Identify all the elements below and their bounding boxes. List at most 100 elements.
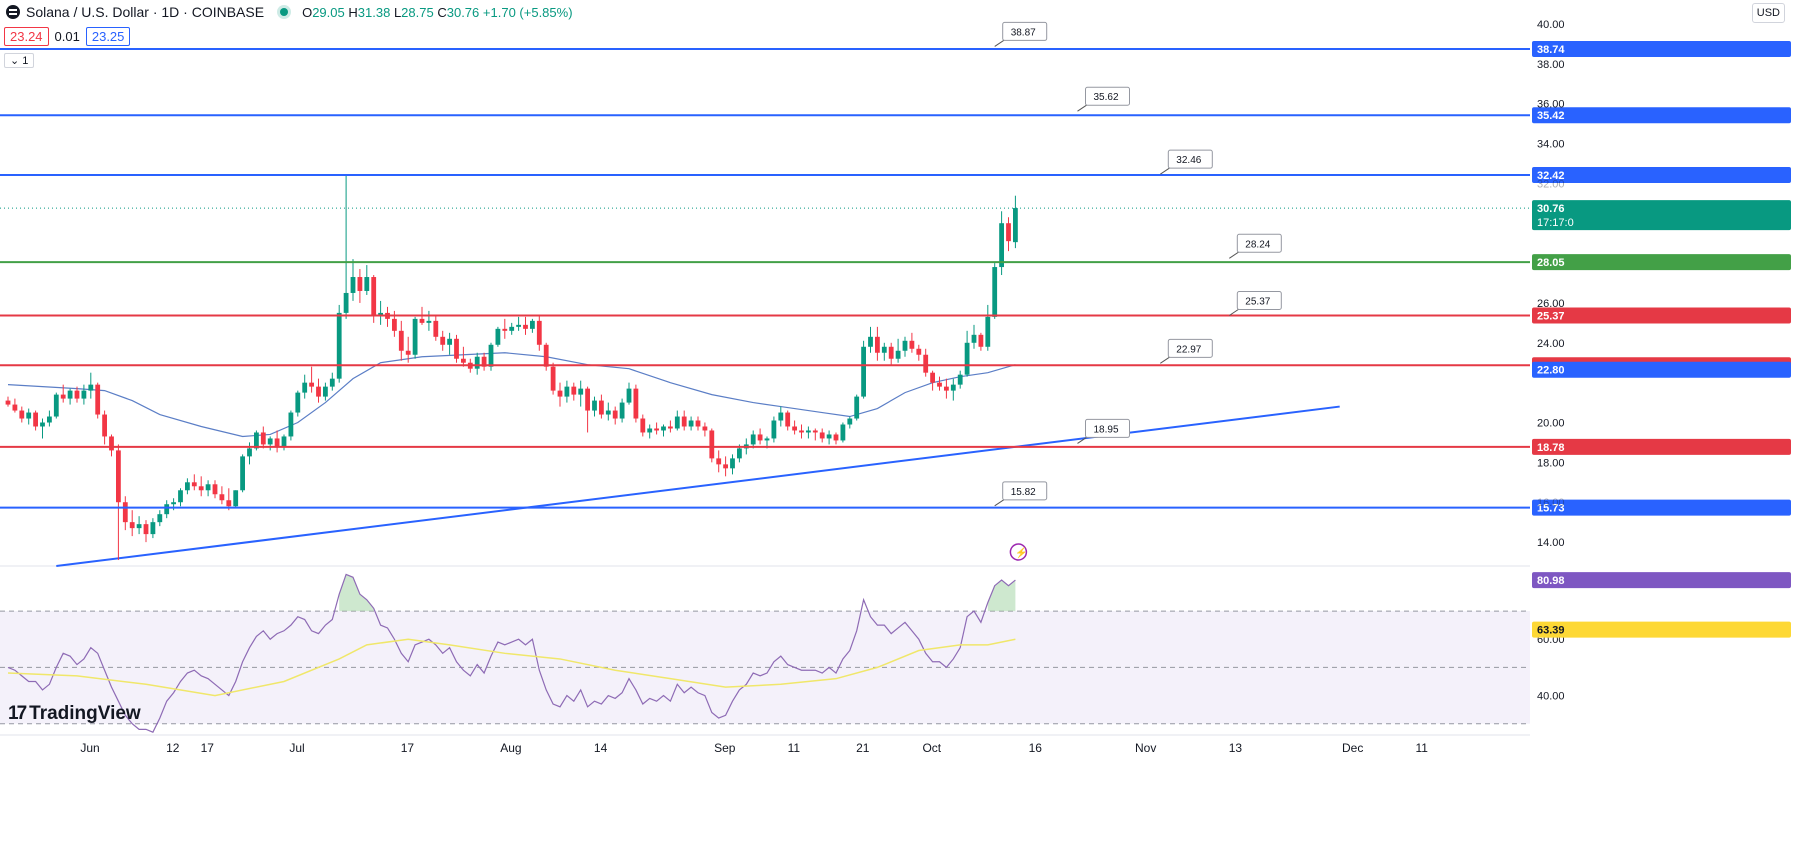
candle (19, 406, 25, 423)
candle (895, 338, 901, 363)
close-label: C (437, 4, 447, 20)
candle-body (543, 344, 549, 367)
close-value: 30.76 (446, 4, 480, 20)
callout-box (1236, 233, 1282, 253)
candle-body (364, 277, 370, 291)
candle-body (60, 394, 66, 399)
symbol-title[interactable]: Solana / U.S. Dollar · 1D · COINBASE (26, 4, 265, 20)
candle (116, 444, 121, 561)
candle-body (516, 324, 521, 327)
candle (888, 342, 894, 365)
candle (702, 422, 708, 437)
level-price-label-bg (1532, 254, 1791, 271)
candle (474, 352, 480, 375)
candle-body (923, 354, 929, 373)
candle-body (964, 342, 970, 375)
candle (205, 480, 211, 497)
price-callout: 15.82 (994, 481, 1048, 507)
callout-box (1236, 290, 1282, 310)
callout-text: 32.46 (1176, 155, 1201, 166)
candle-body (647, 428, 653, 433)
candle-body (329, 378, 335, 387)
candle (957, 370, 963, 389)
sell-button[interactable]: 23.24 (4, 27, 49, 46)
candle (875, 326, 880, 361)
candle (447, 332, 452, 355)
candle (723, 456, 728, 477)
level-price-label: 25.37 (1537, 310, 1565, 322)
candle (405, 336, 411, 363)
level-price-label: 35.42 (1537, 110, 1565, 122)
candle-body (316, 386, 321, 397)
candle (930, 370, 935, 391)
level-price-label: 28.05 (1537, 257, 1565, 269)
high-label: H (348, 4, 358, 20)
bid-ask-row: 23.24 0.01 23.25 (4, 27, 131, 46)
candle (909, 332, 915, 353)
candle-body (254, 432, 259, 449)
candle (316, 378, 321, 403)
candle-body (447, 338, 452, 345)
buy-button[interactable]: 23.25 (85, 27, 131, 46)
candle (564, 380, 570, 403)
candle (571, 382, 577, 401)
price-tick-label: 34.00 (1537, 138, 1565, 150)
candle (60, 384, 66, 403)
price-callout: 38.87 (994, 21, 1048, 47)
price-tick-label: 24.00 (1537, 338, 1565, 350)
candle (599, 394, 604, 419)
open-value: 29.05 (312, 4, 345, 20)
candle (40, 418, 45, 439)
candle-body (785, 412, 791, 427)
candle (536, 314, 542, 351)
candle-body (53, 394, 59, 417)
candle (557, 382, 563, 407)
candle (488, 342, 494, 371)
candle-body (509, 326, 515, 331)
candle (281, 434, 287, 451)
price-tick-label: 32.00 (1537, 178, 1565, 190)
candle-body (902, 340, 908, 351)
ma-price-label-bg (1532, 361, 1791, 378)
candle (95, 382, 101, 419)
candle-body (336, 312, 342, 379)
candles-group (5, 175, 1018, 561)
candle-body (668, 426, 673, 429)
candle-body (881, 346, 887, 353)
rsi-ma-line (7, 638, 1016, 697)
market-status-icon[interactable] (280, 8, 289, 16)
candle-body (557, 390, 563, 397)
callout-text: 35.62 (1094, 92, 1119, 103)
tradingview-logo: 17 TradingView (8, 703, 141, 725)
candle-body (378, 312, 383, 315)
candle (523, 316, 528, 335)
time-tick-label: 13 (1229, 741, 1243, 755)
candle (964, 330, 970, 377)
candle-body (695, 420, 701, 427)
callout-text: 15.82 (1011, 487, 1036, 498)
time-tick-label: 11 (788, 741, 801, 755)
candle (461, 346, 466, 367)
candle (109, 434, 114, 457)
candle-body (74, 390, 80, 399)
candle-body (88, 384, 94, 391)
candle-body (833, 434, 839, 441)
candle (329, 372, 335, 391)
candle-body (474, 356, 480, 369)
candle (88, 372, 94, 399)
candle-body (164, 504, 170, 515)
candle (757, 428, 763, 445)
candle (654, 422, 659, 435)
candle-body (419, 318, 425, 323)
candle (868, 326, 873, 353)
currency-button[interactable]: USD (1751, 3, 1785, 23)
candle (785, 410, 791, 431)
candle (985, 304, 991, 351)
candle-body (19, 410, 25, 419)
indicator-collapse-button[interactable]: ⌄ 1 (4, 53, 35, 68)
candle-body (599, 400, 604, 415)
time-tick-label: 17 (401, 741, 415, 755)
candle-body (633, 388, 639, 419)
time-tick-label: Aug (500, 741, 521, 755)
